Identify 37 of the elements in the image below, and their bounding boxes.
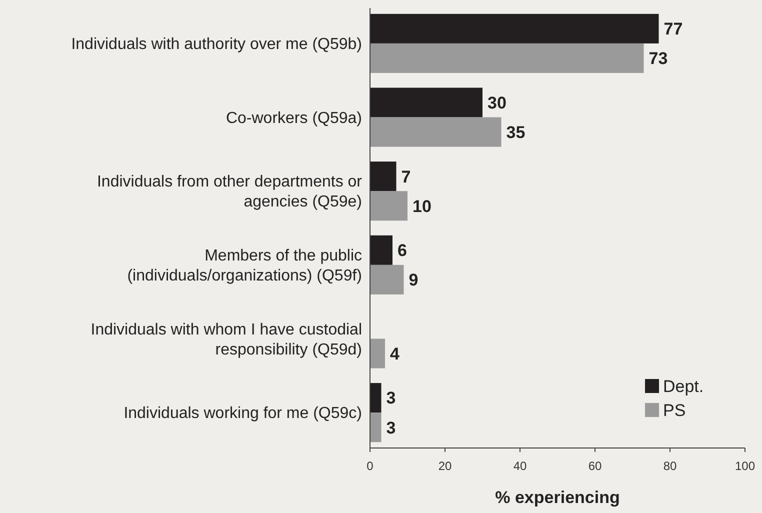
y-tick-label: Co-workers (Q59a) xyxy=(226,110,362,127)
data-label: 30 xyxy=(488,93,506,112)
y-tick-label: Individuals with whom I have custodial responsibility (Q59d) xyxy=(90,321,362,358)
data-label: 4 xyxy=(390,344,400,364)
x-tick-label: 0 xyxy=(366,459,374,473)
y-tick-label: Individuals working for me (Q59c) xyxy=(124,405,362,422)
x-tick-label: 40 xyxy=(513,459,527,473)
bar xyxy=(370,235,392,265)
bar xyxy=(370,412,382,442)
data-label: 6 xyxy=(398,241,407,260)
bar xyxy=(370,338,385,368)
data-label: 9 xyxy=(408,270,418,290)
legend-label: Dept. xyxy=(663,376,704,396)
y-tick-label: Individuals with authority over me (Q59b) xyxy=(71,36,362,54)
x-tick-label: 80 xyxy=(663,459,677,473)
bar xyxy=(370,43,644,73)
legend-label: PS xyxy=(663,400,686,420)
data-label: 73 xyxy=(648,49,668,68)
data-label: 10 xyxy=(412,196,432,216)
x-tick-label: 100 xyxy=(734,459,756,473)
data-label: 3 xyxy=(386,388,396,408)
data-label: 35 xyxy=(506,122,526,142)
x-tick-label: 60 xyxy=(588,459,602,473)
x-axis-title: % experiencing xyxy=(495,488,620,507)
bar xyxy=(370,191,408,221)
data-label: 7 xyxy=(401,167,411,186)
data-label: 77 xyxy=(664,20,683,39)
bar xyxy=(370,14,659,44)
bar xyxy=(370,383,382,413)
bar xyxy=(370,88,482,118)
y-tick-label: Members of the public (individuals/organizations) (Q59f) xyxy=(127,248,362,285)
y-tick-label: Individuals from other departments or agencies (Q59e) xyxy=(96,174,363,211)
bar xyxy=(370,162,396,192)
data-label: 3 xyxy=(386,418,396,438)
x-tick-label: 20 xyxy=(438,459,452,473)
bar xyxy=(370,264,404,294)
bar xyxy=(370,117,502,147)
